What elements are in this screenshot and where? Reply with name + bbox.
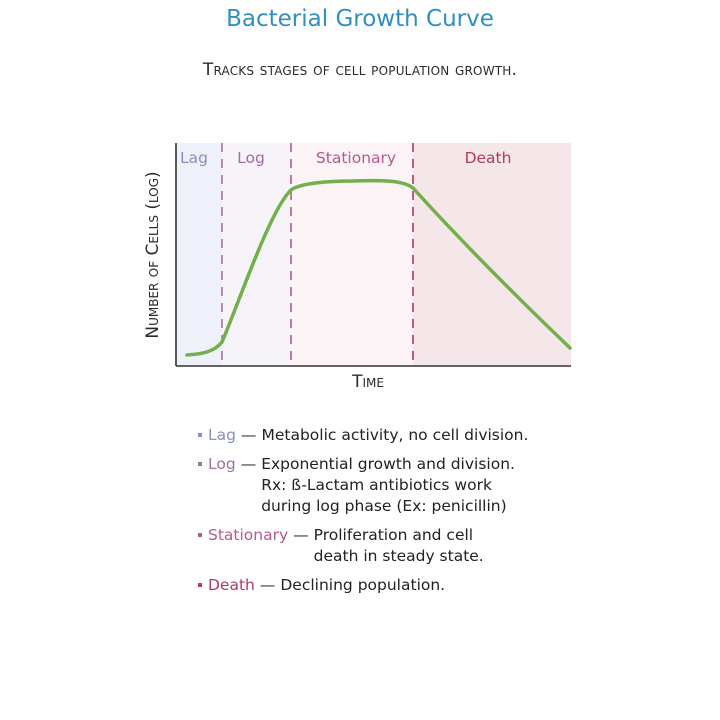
legend-dash: — [240,426,257,444]
legend-description: Exponential growth and division. Rx: ß-L… [261,455,515,515]
legend-description: Proliferation and cell death in steady s… [313,526,484,565]
growth-curve-line [185,178,572,357]
phase-region-death [413,143,571,366]
legend-item-stationary: Stationary — Proliferation and cell deat… [198,525,638,567]
legend-term: Log [208,455,236,473]
phase-label-log: Log [237,149,265,167]
legend-bullet [198,583,202,587]
legend-item-death: Death — Declining population. [198,575,638,596]
page-title: Bacterial Growth Curve [226,6,494,32]
legend-term: Death [208,576,255,594]
legend-bullet [198,433,202,437]
legend-dash: — [293,526,309,544]
legend-bullet [198,462,202,466]
phase-label-death: Death [465,149,512,167]
phase-region-stationary [291,143,413,366]
legend-description: Declining population. [280,576,446,594]
legend-dash: — [240,455,257,473]
legend-term: Lag [208,426,236,444]
x-axis-label: Time [352,372,384,392]
legend-item-log: Log — Exponential growth and division. R… [198,454,638,517]
phase-legend: Lag — Metabolic activity, no cell divisi… [198,425,638,604]
legend-dash: — [259,576,276,594]
legend-item-lag: Lag — Metabolic activity, no cell divisi… [198,425,638,446]
phase-region-lag [176,143,222,366]
phase-label-lag: Lag [180,149,208,167]
legend-description: Metabolic activity, no cell division. [261,426,529,444]
page-subtitle: Tracks stages of cell population growth. [202,60,518,80]
phase-label-stationary: Stationary [316,149,396,167]
y-axis-label: Number of Cells (log) [143,171,163,339]
legend-term: Stationary [208,526,289,544]
legend-bullet [198,533,202,537]
